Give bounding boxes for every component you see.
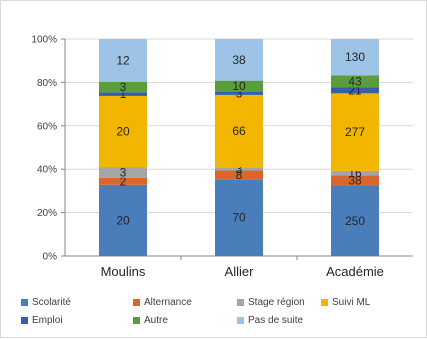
data-label: 12 — [116, 53, 130, 67]
legend-swatch — [21, 299, 28, 306]
legend-label: Stage région — [248, 297, 305, 308]
data-label: 277 — [345, 125, 365, 139]
bar-segment — [215, 167, 263, 171]
data-label: 38 — [232, 53, 246, 67]
legend-label: Alternance — [144, 297, 192, 308]
data-label: 43 — [348, 74, 362, 88]
legend-label: Suivi ML — [332, 297, 371, 308]
bar-segment — [99, 95, 147, 168]
bar-segment — [99, 177, 147, 185]
legend-swatch — [237, 299, 244, 306]
data-label: 70 — [232, 211, 246, 225]
bar-segment — [99, 92, 147, 96]
y-tick-label: 0% — [43, 252, 58, 263]
data-label: 3 — [120, 80, 127, 94]
bar-segment — [215, 179, 263, 256]
data-label: 1 — [120, 87, 127, 101]
bar-segment — [99, 167, 147, 178]
legend-item: Autre — [133, 315, 168, 326]
bar-segment — [331, 87, 379, 94]
data-label: 3 — [236, 86, 243, 100]
data-label: 130 — [345, 50, 365, 64]
legend-item: Scolarité — [21, 297, 71, 308]
data-label: 20 — [116, 213, 130, 227]
legend-swatch — [133, 299, 140, 306]
data-label: 250 — [345, 214, 365, 228]
data-label: 38 — [348, 174, 362, 188]
bar-segment — [99, 81, 147, 93]
y-tick-label: 20% — [37, 208, 57, 219]
bar-segment — [331, 186, 379, 256]
category-label: Académie — [326, 264, 384, 279]
y-tick-label: 40% — [37, 165, 57, 176]
data-label: 3 — [120, 165, 127, 179]
bar-segment — [331, 93, 379, 171]
legend-label: Pas de suite — [248, 315, 304, 326]
bar-segment — [215, 39, 263, 81]
legend-item: Pas de suite — [237, 315, 303, 326]
legend-item: Emploi — [21, 315, 63, 326]
data-label: 3 — [236, 162, 243, 176]
bar-segment — [99, 184, 147, 256]
bar-segment — [215, 94, 263, 168]
bar-segment — [331, 175, 379, 186]
legend-swatch — [133, 317, 140, 324]
bar-segment — [99, 39, 147, 82]
legend-swatch — [237, 317, 244, 324]
legend-item: Alternance — [133, 297, 192, 308]
legend: Scolarité Alternance Stage région Suivi ML … — [21, 297, 421, 333]
legend-label: Scolarité — [32, 297, 71, 308]
bar-segment — [331, 75, 379, 88]
bar-segment — [215, 80, 263, 92]
data-label: 8 — [236, 168, 243, 182]
bar-segment — [331, 39, 379, 76]
bar-segment — [215, 170, 263, 180]
bar-segment — [215, 91, 263, 95]
y-tick-label: 80% — [37, 78, 57, 89]
legend-item: Stage région — [237, 297, 305, 308]
bar-segment — [331, 170, 379, 176]
data-label: 10 — [232, 79, 246, 93]
category-label: Moulins — [101, 264, 146, 279]
legend-item: Suivi ML — [321, 297, 370, 308]
data-label: 2 — [120, 174, 127, 188]
data-label: 66 — [232, 124, 246, 138]
y-tick-label: 100% — [31, 35, 57, 46]
y-tick-label: 60% — [37, 121, 57, 132]
data-label: 20 — [116, 124, 130, 138]
legend-label: Autre — [144, 315, 168, 326]
legend-row: Emploi Autre Pas de suite — [21, 315, 421, 333]
legend-swatch — [321, 299, 328, 306]
legend-label: Emploi — [32, 315, 63, 326]
category-label: Allier — [225, 264, 255, 279]
legend-swatch — [21, 317, 28, 324]
legend-row: Scolarité Alternance Stage région Suivi ML — [21, 297, 421, 315]
